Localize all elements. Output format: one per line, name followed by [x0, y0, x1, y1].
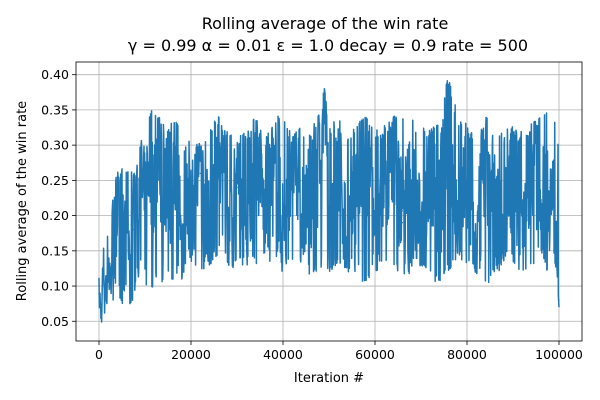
series-point — [273, 179, 275, 181]
series-point — [132, 229, 135, 231]
series-point — [521, 229, 523, 231]
series-point — [383, 200, 385, 203]
series-point — [208, 236, 210, 238]
chart-title: Rolling average of the win rate — [202, 14, 449, 33]
series-point — [530, 151, 533, 153]
x-tick-label: 100000 — [535, 347, 583, 362]
series-point — [109, 285, 112, 287]
series-point — [172, 200, 174, 203]
series-point — [121, 257, 123, 259]
series-point — [176, 144, 178, 146]
y-axis-label: Rolling average of the win rate — [15, 101, 30, 301]
series-point — [494, 207, 496, 210]
series-point — [484, 158, 486, 160]
y-tick-label: 0.25 — [41, 173, 69, 188]
series-point — [337, 172, 339, 174]
series-point — [185, 193, 187, 196]
series-point — [374, 229, 376, 231]
series-point — [291, 151, 293, 153]
series-point — [503, 222, 505, 224]
series-point — [512, 172, 514, 174]
y-tick-label: 0.15 — [41, 243, 69, 258]
series-point — [319, 158, 321, 160]
series-point — [411, 179, 413, 181]
x-tick-label: 0 — [95, 347, 103, 362]
series-point — [139, 165, 141, 167]
series-point — [162, 229, 164, 231]
series-point — [323, 109, 325, 111]
x-tick-label: 60000 — [355, 347, 395, 362]
series-point — [558, 299, 560, 301]
series-point — [153, 186, 155, 189]
series-point — [245, 243, 247, 245]
series-point — [116, 200, 118, 203]
series-point — [438, 207, 440, 210]
series-point — [98, 292, 100, 294]
y-tick-label: 0.35 — [41, 102, 69, 117]
series-point — [236, 186, 238, 189]
series-point — [356, 186, 358, 189]
series-point — [130, 278, 132, 280]
y-tick-label: 0.10 — [41, 279, 69, 294]
series-point — [199, 172, 201, 174]
series-point — [105, 299, 107, 301]
series-point — [167, 165, 169, 167]
x-tick-label: 20000 — [171, 347, 211, 362]
series-point — [149, 144, 151, 146]
series-point — [100, 313, 102, 315]
series-point — [300, 214, 302, 217]
series-point — [310, 193, 312, 196]
series-point — [114, 271, 116, 273]
series-point — [144, 214, 146, 217]
series-point — [328, 222, 330, 224]
series-point — [556, 229, 558, 231]
y-tick-label: 0.05 — [41, 314, 69, 329]
x-axis-ticks: 0 20000 40000 60000 80000 100000 — [95, 341, 583, 362]
series-point — [103, 271, 105, 273]
series-point — [392, 137, 394, 139]
series-point — [282, 229, 284, 231]
series-point — [466, 186, 468, 189]
y-tick-label: 0.30 — [41, 138, 69, 153]
chart-subtitle: γ = 0.99 α = 0.01 ε = 1.0 decay = 0.9 ra… — [128, 36, 528, 55]
series-point — [190, 214, 192, 217]
series-point — [365, 151, 367, 153]
x-axis-label: Iteration # — [294, 371, 364, 386]
series-point — [158, 123, 160, 125]
series-point — [254, 144, 256, 146]
series-path — [98, 79, 560, 323]
y-tick-label: 0.20 — [41, 208, 69, 223]
series-point — [420, 236, 422, 238]
series-point — [135, 200, 137, 203]
series-point — [402, 222, 404, 224]
x-tick-label: 80000 — [447, 347, 487, 362]
series-point — [475, 250, 477, 252]
series-point — [346, 243, 348, 245]
y-tick-label: 0.40 — [41, 67, 69, 82]
series-point — [429, 165, 431, 167]
series-point — [549, 186, 551, 189]
series-point — [264, 207, 266, 210]
series-line — [98, 79, 560, 323]
y-axis-ticks: 0.05 0.10 0.15 0.20 0.25 0.30 0.35 0.40 — [41, 67, 76, 329]
series-point — [540, 207, 542, 210]
plot-frame — [75, 61, 583, 342]
series-point — [218, 158, 220, 160]
x-tick-label: 40000 — [263, 347, 303, 362]
series-point — [457, 214, 459, 217]
series-point — [448, 123, 450, 125]
series-point — [181, 250, 183, 252]
series-point — [227, 214, 229, 217]
series-point — [112, 229, 114, 231]
series-point — [126, 186, 128, 189]
series-point — [107, 250, 109, 252]
